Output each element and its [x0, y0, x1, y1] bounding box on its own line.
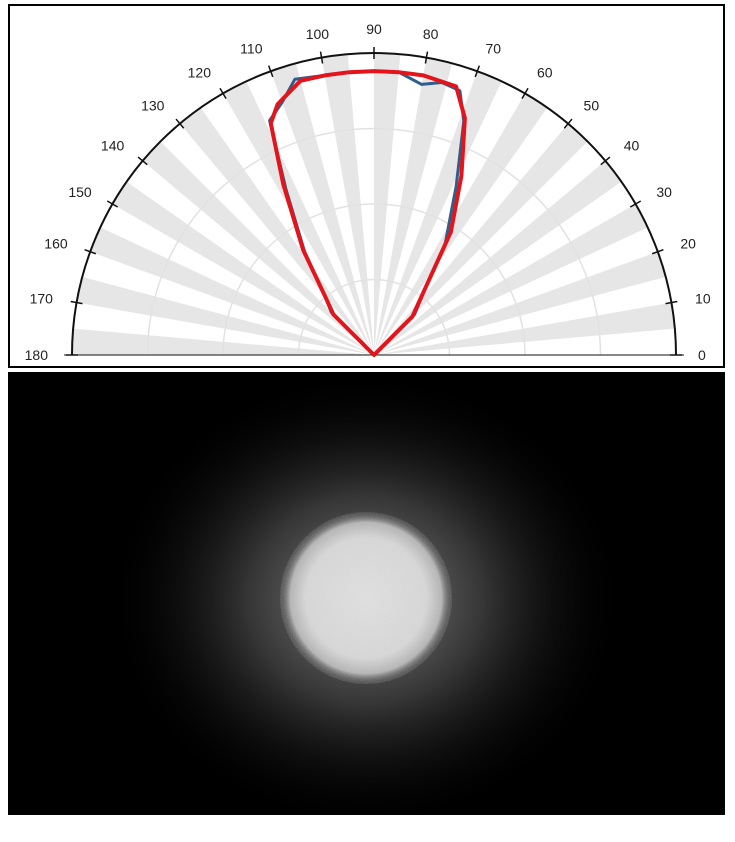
angle-tick: [219, 87, 227, 100]
angle-tick-label: 150: [68, 184, 92, 200]
angle-tick: [665, 300, 678, 305]
angle-tick: [106, 200, 119, 208]
grid-ring: [222, 203, 526, 356]
angle-tick-label: 30: [656, 184, 672, 200]
shaded-sector: [270, 63, 374, 355]
angle-tick: [70, 300, 83, 305]
angle-tick: [84, 248, 97, 255]
angle-tick-label: 110: [240, 41, 263, 57]
angle-tick: [137, 156, 148, 166]
angle-tick-label: 10: [695, 290, 711, 306]
angle-tick-label: 100: [306, 26, 330, 42]
series-line-red: [268, 69, 467, 357]
angle-tick: [521, 87, 529, 100]
angle-tick-label: 160: [44, 236, 68, 252]
polar-plot-panel: 0 10 20 30 40 50 60 70 80 90 100 110 120 130 140 150 160…: [8, 4, 725, 368]
shaded-sector: [374, 93, 548, 355]
angle-tick-label: 50: [584, 97, 600, 113]
angle-tick-label: 130: [141, 97, 165, 113]
shaded-sector: [374, 57, 453, 355]
angle-tick-label: 70: [485, 41, 501, 57]
angle-tick: [474, 65, 481, 78]
polar-plot: 0 10 20 30 40 50 60 70 80 90 100 110 120 130 140 150 160…: [25, 21, 711, 363]
angle-tick-label: 170: [30, 290, 54, 306]
angle-tick: [175, 118, 185, 129]
shaded-sector: [374, 71, 502, 355]
angle-tick: [319, 51, 324, 64]
angle-tick: [267, 65, 274, 78]
shaded-sector: [90, 227, 374, 355]
angle-tick: [424, 51, 429, 64]
angle-tick-label: 180: [25, 347, 49, 363]
angle-tick-label: 120: [188, 65, 212, 81]
shaded-sector: [112, 181, 374, 355]
angle-tick-label: 80: [423, 26, 439, 42]
shaded-sector: [223, 81, 374, 356]
angle-tick-label: 140: [101, 137, 125, 153]
angle-tick: [600, 156, 611, 166]
shaded-sector: [142, 141, 374, 355]
angle-tick: [651, 248, 664, 255]
angle-tick-label: 90: [366, 21, 382, 37]
angle-tick-label: 60: [537, 65, 553, 81]
beam-spot-image: [8, 372, 725, 815]
angle-tick: [563, 118, 573, 129]
shaded-sector: [374, 204, 648, 355]
angle-tick-label: 40: [624, 137, 640, 153]
shaded-sector: [374, 160, 622, 355]
grid-ring: [146, 127, 602, 356]
angle-tick-label: 0: [698, 347, 706, 363]
shaded-sector: [374, 123, 588, 356]
angle-tick-label: 20: [680, 236, 696, 252]
shaded-sector: [76, 276, 374, 355]
grid-ring: [297, 278, 451, 356]
angle-tick: [629, 200, 642, 208]
beam-spot-noise: [280, 512, 452, 684]
shaded-sector: [374, 251, 666, 355]
beam-spot-graphic: [8, 372, 725, 815]
